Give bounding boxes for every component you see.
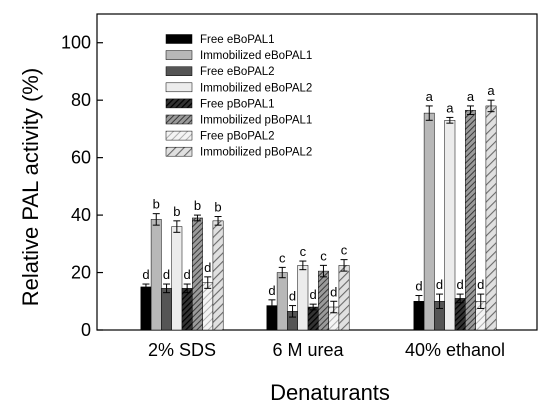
bar-free-pbopal2-0 bbox=[202, 282, 214, 331]
bar-immobilized-pbopal2-1 bbox=[338, 265, 350, 331]
significance-label: a bbox=[487, 83, 495, 98]
significance-label: a bbox=[467, 89, 475, 104]
legend-swatch bbox=[165, 146, 193, 157]
significance-label: d bbox=[436, 277, 443, 292]
legend-swatch bbox=[165, 82, 193, 93]
y-tick-label: 80 bbox=[71, 90, 91, 110]
legend-label: Immobilized eBoPAL1 bbox=[200, 50, 312, 62]
bar-immobilized-ebopal1-1 bbox=[276, 272, 288, 331]
significance-label: d bbox=[184, 267, 191, 282]
legend-label: Immobilized pBoPAL1 bbox=[200, 115, 312, 127]
legend-label: Free pBoPAL2 bbox=[200, 131, 275, 143]
bar-free-pbopal1-0 bbox=[181, 288, 193, 331]
bar-immobilized-ebopal2-0 bbox=[171, 226, 183, 331]
y-tick-label: 60 bbox=[71, 148, 91, 168]
x-tick-label: 2% SDS bbox=[148, 340, 216, 360]
significance-label: c bbox=[341, 243, 348, 258]
bar-immobilized-ebopal1-0 bbox=[150, 219, 162, 331]
bar-immobilized-pbopal1-1 bbox=[318, 270, 329, 331]
significance-label: b bbox=[173, 204, 180, 219]
legend-swatch bbox=[165, 114, 193, 125]
bar-immobilized-ebopal1-2 bbox=[423, 112, 435, 331]
legend-swatch bbox=[165, 50, 193, 60]
legend-label: Free eBoPAL1 bbox=[200, 34, 275, 46]
significance-label: d bbox=[268, 283, 275, 298]
significance-label: b bbox=[214, 200, 221, 215]
significance-label: b bbox=[194, 198, 201, 213]
bar-immobilized-pbopal1-2 bbox=[465, 109, 476, 331]
y-tick-label: 0 bbox=[81, 320, 91, 340]
legend-label: Free pBoPAL1 bbox=[200, 98, 275, 110]
legend-label: Free eBoPAL2 bbox=[200, 66, 275, 78]
y-tick-label: 20 bbox=[71, 263, 91, 283]
significance-label: d bbox=[204, 260, 211, 275]
bar-immobilized-pbopal1-0 bbox=[192, 217, 203, 331]
x-axis-title: Denaturants bbox=[270, 380, 390, 405]
significance-label: a bbox=[446, 100, 454, 115]
y-axis-title: Relative PAL activity (%) bbox=[18, 68, 43, 306]
significance-label: c bbox=[300, 244, 307, 259]
legend-swatch bbox=[165, 66, 193, 76]
significance-label: c bbox=[320, 248, 327, 263]
significance-label: d bbox=[142, 267, 149, 282]
bar-immobilized-ebopal2-2 bbox=[444, 120, 456, 331]
legend-swatch bbox=[165, 34, 193, 44]
significance-label: d bbox=[310, 287, 317, 302]
bar-free-ebopal2-0 bbox=[161, 288, 172, 331]
x-tick-label: 6 M urea bbox=[272, 340, 344, 360]
legend-label: Immobilized pBoPAL2 bbox=[200, 147, 312, 159]
bar-immobilized-ebopal2-1 bbox=[297, 265, 309, 331]
significance-label: d bbox=[415, 279, 422, 294]
bar-free-pbopal1-1 bbox=[307, 306, 319, 331]
x-tick-label: 40% ethanol bbox=[405, 340, 505, 360]
y-tick-label: 100 bbox=[61, 33, 91, 53]
bar-immobilized-pbopal2-2 bbox=[485, 105, 497, 331]
significance-label: d bbox=[330, 284, 337, 299]
significance-label: d bbox=[457, 277, 464, 292]
significance-label: b bbox=[153, 197, 160, 212]
legend-swatch bbox=[165, 130, 193, 141]
significance-label: a bbox=[426, 89, 434, 104]
y-tick-label: 40 bbox=[71, 205, 91, 225]
significance-label: d bbox=[289, 289, 296, 304]
significance-label: d bbox=[163, 267, 170, 282]
legend-swatch bbox=[165, 98, 193, 109]
bar-free-ebopal1-0 bbox=[140, 286, 152, 331]
legend-label: Immobilized eBoPAL2 bbox=[200, 82, 312, 94]
significance-label: c bbox=[279, 250, 286, 265]
bar-immobilized-pbopal2-0 bbox=[212, 220, 224, 331]
significance-label: d bbox=[477, 277, 484, 292]
